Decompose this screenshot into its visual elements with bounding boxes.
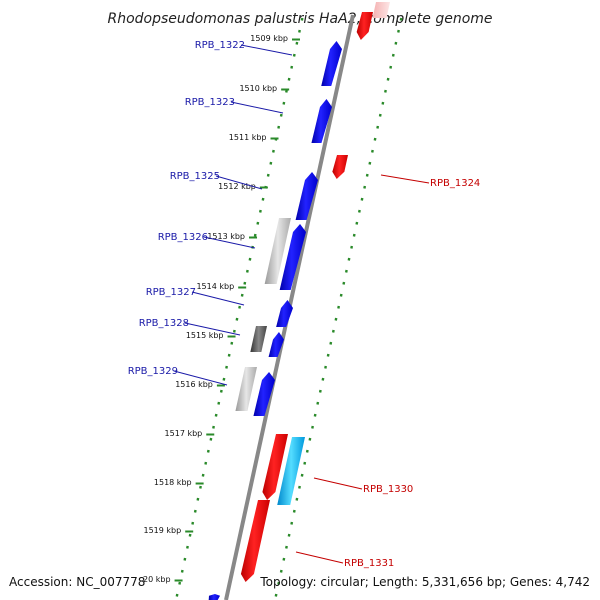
tick-label: 20 kbp <box>143 575 171 584</box>
gene-bottom-partial <box>208 594 220 600</box>
gene-labels: RPB_1322 RPB_1323 RPB_1325 RPB_1326 RPB_1327… <box>128 40 481 569</box>
gene-rpb-1322 <box>321 41 342 86</box>
gene-features <box>208 2 390 600</box>
label-leader <box>184 322 241 336</box>
cyan-feature-1330 <box>277 437 305 505</box>
tick-label: 1512 kbp <box>218 182 256 191</box>
label-leader <box>215 175 263 190</box>
tick-label: 1514 kbp <box>196 282 234 291</box>
label-leader <box>230 101 284 114</box>
left-track <box>175 17 304 597</box>
gene-label-forward: RPB_1326 <box>158 232 208 243</box>
kbp-ticks: 1509 kbp 1510 kbp 1511 kbp 1512 kbp 1513 kbp… <box>143 34 301 584</box>
gene-label-forward: RPB_1327 <box>146 287 196 298</box>
dark-feature-1328 <box>250 326 267 352</box>
gene-label-forward: RPB_1322 <box>195 40 245 51</box>
label-leader <box>295 551 344 564</box>
gene-rpb-1324 <box>332 155 348 179</box>
genome-summary: Topology: circular; Length: 5,331,656 bp… <box>259 575 590 589</box>
gene-label-forward: RPB_1328 <box>139 318 189 329</box>
gene-rpb-1325 <box>295 172 318 220</box>
gene-rpb-1328 <box>268 332 284 357</box>
tick-label: 1517 kbp <box>165 429 203 438</box>
accession: Accession: NC_007778 <box>9 575 145 589</box>
tick-label: 1518 kbp <box>154 478 192 487</box>
tick-label: 1516 kbp <box>175 380 213 389</box>
gene-rpb-1331 <box>240 500 270 582</box>
tick-label: 1513 kbp <box>207 232 245 241</box>
right-track <box>274 17 403 597</box>
gene-rpb-1330 <box>262 434 288 500</box>
grey-feature-1326 <box>264 218 291 284</box>
gene-label-forward: RPB_1325 <box>170 171 220 182</box>
gene-label-reverse: RPB_1331 <box>344 558 394 569</box>
gene-rpb-1323 <box>311 99 332 143</box>
gene-label-forward: RPB_1329 <box>128 366 178 377</box>
gene-label-reverse: RPB_1330 <box>363 484 413 495</box>
tick-label: 1509 kbp <box>250 34 288 43</box>
grey-feature-1329 <box>235 367 257 411</box>
gene-top-partial <box>356 12 373 40</box>
tick-label: 1511 kbp <box>229 133 267 142</box>
label-leader <box>191 291 245 306</box>
label-leader <box>173 370 228 386</box>
tick-label: 1519 kbp <box>143 526 181 535</box>
tick-tracks <box>175 17 403 597</box>
gene-label-forward: RPB_1323 <box>185 97 235 108</box>
pink-feature-top <box>372 2 390 18</box>
gene-rpb-1326 <box>279 224 306 290</box>
label-leader <box>313 477 363 490</box>
label-leader <box>240 44 293 56</box>
label-leader <box>203 236 256 249</box>
label-leader <box>380 174 430 184</box>
map-title: Rhodopseudomonas palustris HaA2, complet… <box>107 11 492 27</box>
gene-rpb-1329 <box>253 372 275 416</box>
tick-label: 1515 kbp <box>186 331 224 340</box>
gene-label-reverse: RPB_1324 <box>430 178 480 189</box>
gene-rpb-1327 <box>276 300 293 327</box>
tick-label: 1510 kbp <box>239 84 277 93</box>
